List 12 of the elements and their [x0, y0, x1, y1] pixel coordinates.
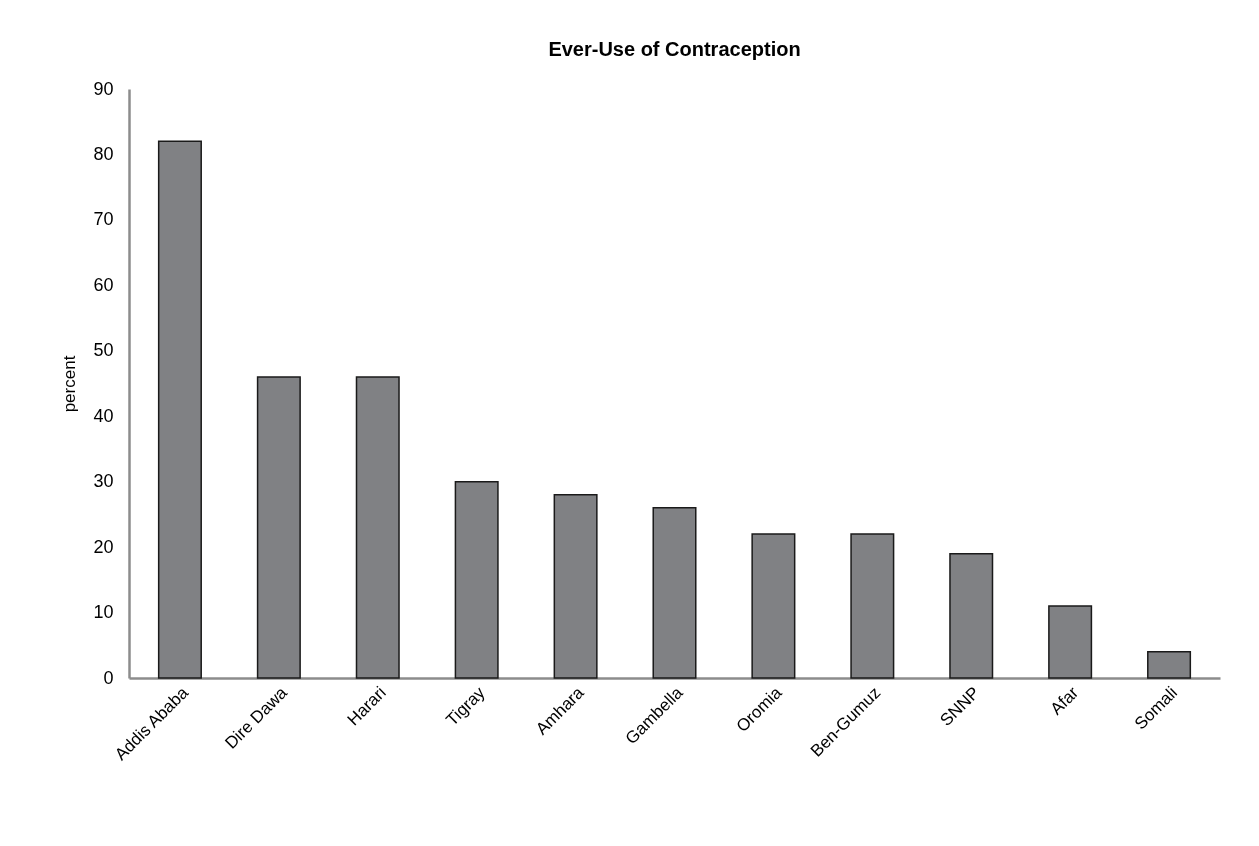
y-tick-label: 60 — [93, 274, 114, 295]
y-tick-label: 30 — [93, 471, 114, 492]
y-axis-title: percent — [60, 355, 80, 413]
y-tick-label: 50 — [93, 340, 114, 361]
y-tick-label: 20 — [93, 536, 114, 557]
y-tick-label: 10 — [93, 602, 114, 623]
y-tick-label: 80 — [93, 143, 114, 164]
y-tick-label: 40 — [93, 405, 114, 426]
y-tick-label: 0 — [103, 667, 114, 688]
y-tick-label: 70 — [93, 209, 114, 230]
y-tick-label: 90 — [93, 78, 114, 99]
chart-title: Ever-Use of Contraception — [548, 38, 801, 60]
